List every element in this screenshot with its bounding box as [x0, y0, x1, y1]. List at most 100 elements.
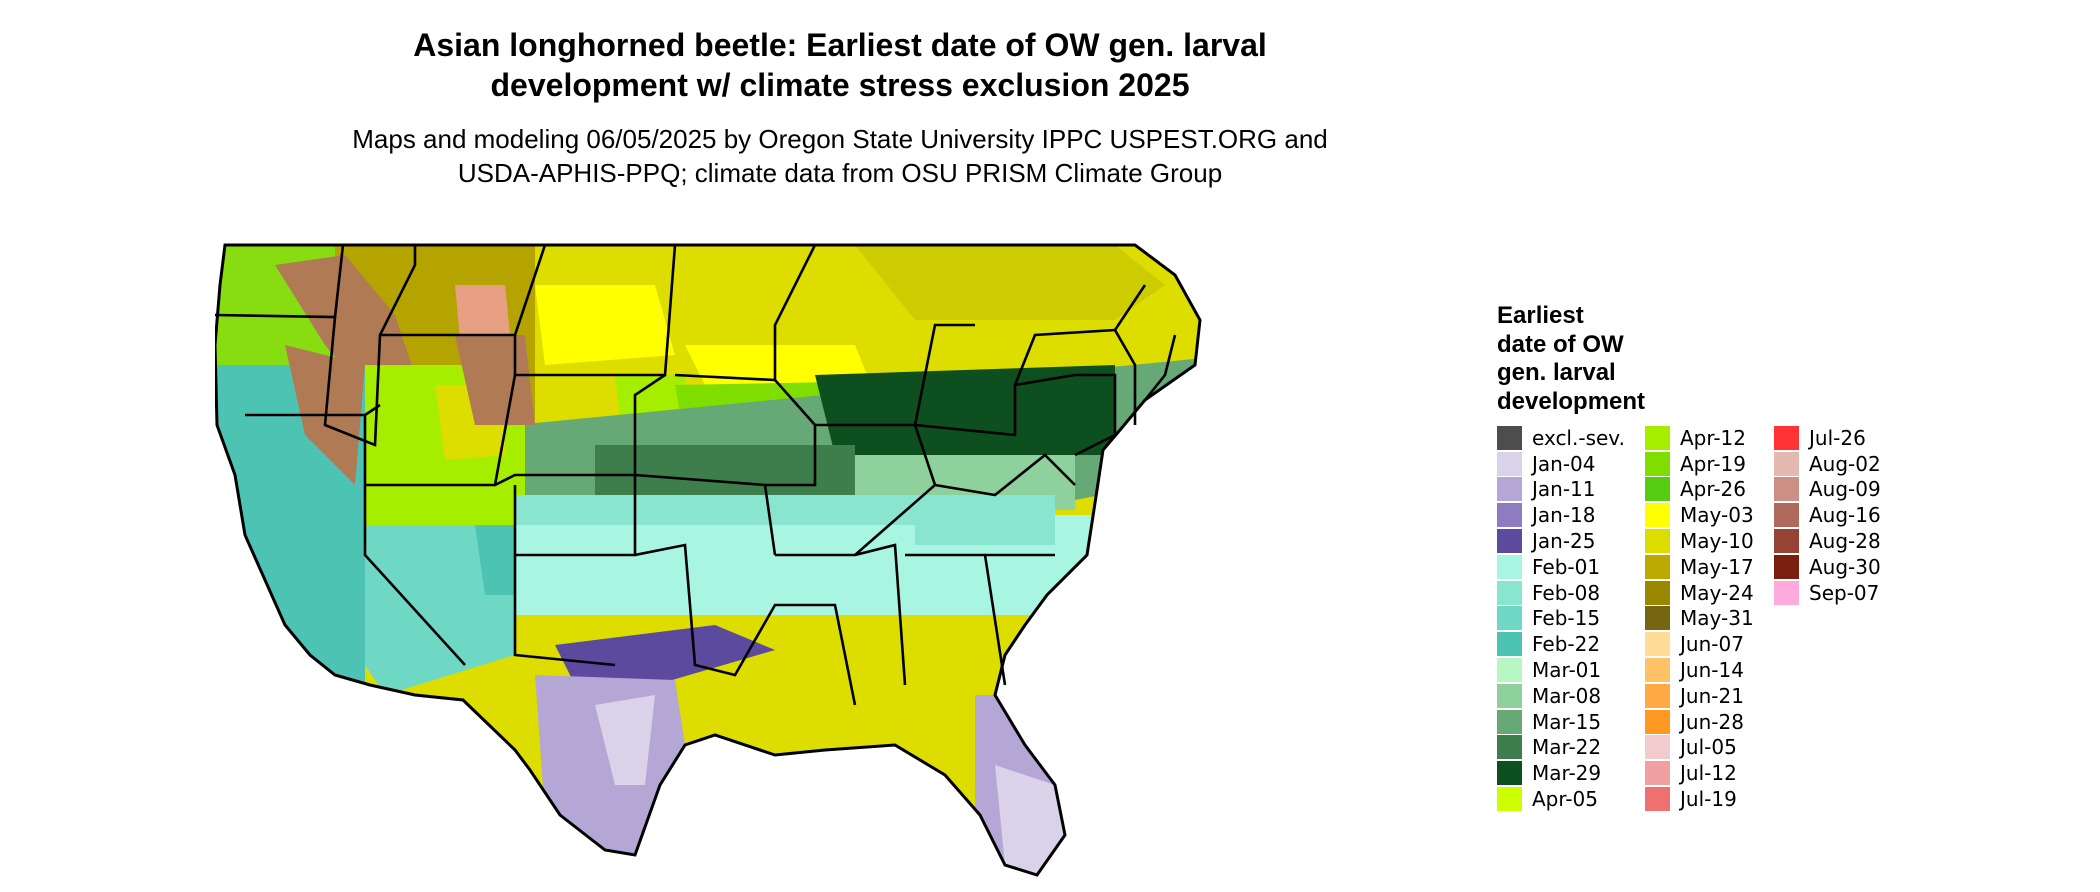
legend-swatch [1774, 503, 1799, 528]
legend-column-2: Apr-12 Apr-19 Apr-26 May-03 May-10 May-1… [1645, 425, 1754, 812]
legend-swatch [1497, 606, 1522, 631]
legend-label: Sep-07 [1809, 580, 1880, 605]
legend-title: Earliest date of OW gen. larval developm… [1497, 302, 1717, 416]
legend-item: Mar-22 [1497, 735, 1625, 761]
legend-item: Mar-08 [1497, 683, 1625, 709]
legend-item: Mar-01 [1497, 657, 1625, 683]
legend-item: Feb-15 [1497, 606, 1625, 632]
legend-swatch [1774, 425, 1799, 450]
map-subtitle-line-2: USDA-APHIS-PPQ; climate data from OSU PR… [457, 158, 1223, 188]
legend-label: Jan-11 [1532, 477, 1596, 502]
legend-item: Feb-08 [1497, 580, 1625, 606]
legend-swatch [1774, 554, 1799, 579]
legend-label: Aug-02 [1809, 451, 1881, 476]
legend-item: Feb-01 [1497, 554, 1625, 580]
legend-label: Aug-09 [1809, 477, 1881, 502]
legend-item: Aug-02 [1774, 451, 1881, 477]
legend-label: Feb-15 [1532, 606, 1601, 631]
map-title-line-2: development w/ climate stress exclusion … [490, 67, 1190, 103]
legend-item: Feb-22 [1497, 631, 1625, 657]
legend-label: Jul-19 [1680, 787, 1737, 812]
legend-label: Jun-21 [1680, 683, 1744, 708]
legend-label: Mar-29 [1532, 761, 1602, 786]
legend-item: May-03 [1645, 502, 1754, 528]
legend-swatch [1497, 709, 1522, 734]
legend-item: Jul-05 [1645, 735, 1754, 761]
legend-item: May-10 [1645, 528, 1754, 554]
legend-label: Jun-28 [1680, 709, 1744, 734]
legend-swatch [1645, 683, 1670, 708]
map-title-line-1: Asian longhorned beetle: Earliest date o… [413, 27, 1267, 63]
legend-item: Jun-21 [1645, 683, 1754, 709]
legend-title-line-1: Earliest [1497, 302, 1584, 329]
legend-swatch [1645, 425, 1670, 450]
legend-swatch [1645, 787, 1670, 812]
legend-swatch [1645, 451, 1670, 476]
map-fill-zones [215, 245, 1200, 875]
map-title: Asian longhorned beetle: Earliest date o… [300, 25, 1380, 105]
legend-label: Apr-26 [1680, 477, 1746, 502]
legend-swatch [1645, 503, 1670, 528]
legend-label: Jun-14 [1680, 658, 1744, 683]
legend-swatch [1497, 761, 1522, 786]
legend-column-1: excl.-sev. Jan-04 Jan-11 Jan-18 Jan-25 F… [1497, 425, 1625, 812]
legend-title-line-2: date of OW [1497, 330, 1624, 358]
legend-item: Aug-09 [1774, 477, 1881, 503]
legend-swatch [1645, 658, 1670, 683]
legend-swatch [1497, 632, 1522, 657]
legend-swatch [1497, 529, 1522, 554]
legend-swatch [1774, 529, 1799, 554]
legend-label: Apr-19 [1680, 451, 1746, 476]
legend-swatch [1497, 503, 1522, 528]
legend-label: Mar-01 [1532, 658, 1602, 683]
legend-swatch [1645, 632, 1670, 657]
legend-item: Jul-26 [1774, 425, 1881, 451]
legend-item: Mar-29 [1497, 760, 1625, 786]
legend-swatch [1645, 529, 1670, 554]
legend-swatch [1645, 761, 1670, 786]
legend-label: May-31 [1680, 606, 1754, 631]
legend-item: Jul-12 [1645, 760, 1754, 786]
legend-label: Jul-26 [1809, 425, 1866, 450]
legend-item: Jul-19 [1645, 786, 1754, 812]
legend-item: Aug-28 [1774, 528, 1881, 554]
legend-item: Sep-07 [1774, 580, 1881, 606]
legend-item: May-17 [1645, 554, 1754, 580]
legend-swatch [1497, 787, 1522, 812]
legend-label: Apr-05 [1532, 787, 1598, 812]
legend-label: Apr-12 [1680, 425, 1746, 450]
legend-item: Jan-11 [1497, 477, 1625, 503]
legend-swatch [1645, 709, 1670, 734]
legend-label: Aug-16 [1809, 503, 1881, 528]
legend: excl.-sev. Jan-04 Jan-11 Jan-18 Jan-25 F… [1497, 425, 1977, 825]
map-subtitle: Maps and modeling 06/05/2025 by Oregon S… [300, 122, 1380, 190]
legend-swatch [1497, 477, 1522, 502]
legend-label: excl.-sev. [1532, 425, 1625, 450]
legend-item: Jan-25 [1497, 528, 1625, 554]
legend-label: Jun-07 [1680, 632, 1744, 657]
legend-swatch [1497, 580, 1522, 605]
legend-label: Mar-22 [1532, 735, 1602, 760]
legend-item: Apr-05 [1497, 786, 1625, 812]
legend-label: Jan-25 [1532, 529, 1596, 554]
legend-label: May-10 [1680, 529, 1754, 554]
map-subtitle-line-1: Maps and modeling 06/05/2025 by Oregon S… [352, 124, 1328, 154]
legend-item: Apr-12 [1645, 425, 1754, 451]
legend-swatch [1774, 451, 1799, 476]
legend-label: Jan-04 [1532, 451, 1596, 476]
legend-item: Jan-04 [1497, 451, 1625, 477]
legend-label: Aug-30 [1809, 554, 1881, 579]
legend-item: Apr-26 [1645, 477, 1754, 503]
legend-item: Aug-16 [1774, 502, 1881, 528]
legend-item: Jun-07 [1645, 631, 1754, 657]
legend-swatch [1497, 735, 1522, 760]
legend-label: Jul-05 [1680, 735, 1737, 760]
legend-swatch [1645, 580, 1670, 605]
legend-swatch [1645, 477, 1670, 502]
legend-item: Aug-30 [1774, 554, 1881, 580]
legend-label: May-03 [1680, 503, 1754, 528]
legend-item: May-31 [1645, 606, 1754, 632]
legend-title-line-4: development [1497, 387, 1646, 415]
us-map [215, 225, 1465, 885]
legend-label: Jan-18 [1532, 503, 1596, 528]
